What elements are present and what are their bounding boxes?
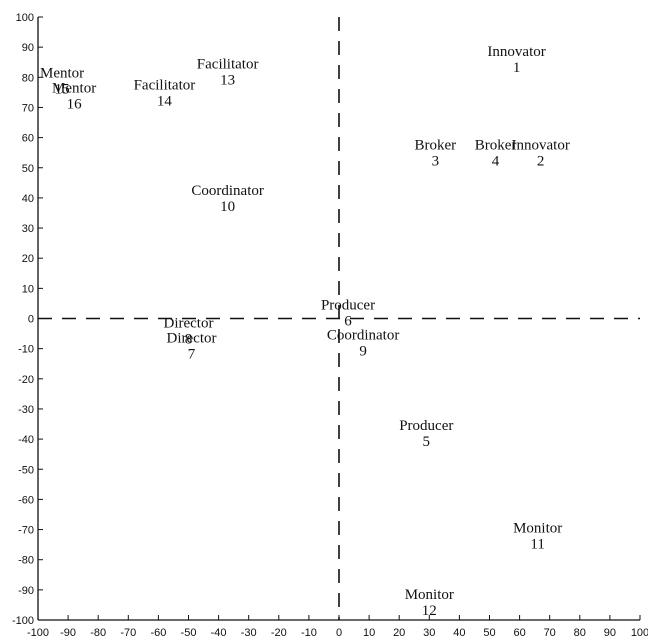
x-tick-label: 60 xyxy=(513,627,525,639)
point-number-label: 7 xyxy=(188,347,196,363)
point-number-label: 10 xyxy=(220,199,235,215)
point-role-label: Director xyxy=(164,316,214,332)
x-tick-label: 100 xyxy=(631,627,648,639)
point-number-label: 12 xyxy=(422,603,437,619)
y-tick-label: 10 xyxy=(22,283,34,295)
point-role-label: Coordinator xyxy=(191,183,264,199)
point-role-label: Innovator xyxy=(487,44,545,60)
x-tick-label: -10 xyxy=(301,627,317,639)
reference-lines xyxy=(38,17,640,620)
y-tick-label: -10 xyxy=(18,344,34,356)
point-role-label: Facilitator xyxy=(197,56,259,72)
y-tick-label: 50 xyxy=(22,163,34,175)
x-tick-label: 90 xyxy=(604,627,616,639)
y-tick-label: 90 xyxy=(22,42,34,54)
point-number-label: 15 xyxy=(55,81,70,97)
point-number-label: 13 xyxy=(220,72,235,88)
x-tick-label: 80 xyxy=(574,627,586,639)
point-role-label: Innovator xyxy=(512,138,570,154)
y-tick-label: 100 xyxy=(16,12,34,24)
axis-ticks: -100 -90 -80 -70 -60 -50 -40 -30 -20 -10 0 10 20 30 40… xyxy=(12,12,648,639)
x-tick-label: 40 xyxy=(453,627,465,639)
x-tick-label: -90 xyxy=(60,627,76,639)
point-role-label: Monitor xyxy=(405,587,454,603)
x-tick-label: -40 xyxy=(211,627,227,639)
y-tick-label: -100 xyxy=(12,615,34,627)
point-number-label: 1 xyxy=(513,60,521,76)
y-tick-label: -70 xyxy=(18,525,34,537)
point-number-label: 2 xyxy=(537,154,545,170)
y-tick-label: 20 xyxy=(22,253,34,265)
point-role-label: Broker xyxy=(414,138,456,154)
x-tick-label: 0 xyxy=(336,627,342,639)
point-role-label: Producer xyxy=(399,418,453,434)
point-role-label: Broker xyxy=(475,138,517,154)
point-number-label: 8 xyxy=(185,332,193,348)
y-tick-label: -50 xyxy=(18,464,34,476)
x-tick-label: 50 xyxy=(483,627,495,639)
point-number-label: 14 xyxy=(157,93,173,109)
y-tick-label: -40 xyxy=(18,434,34,446)
point-number-label: 16 xyxy=(67,96,83,112)
x-tick-label: 70 xyxy=(544,627,556,639)
point-number-label: 11 xyxy=(530,537,544,553)
point-role-label: Mentor xyxy=(52,80,96,96)
point-role-label: Mentor xyxy=(40,65,84,81)
y-tick-label: 30 xyxy=(22,223,34,235)
y-tick-label: -80 xyxy=(18,555,34,567)
data-points: Innovator1Innovator2Broker3Broker4Produc… xyxy=(40,44,570,619)
y-tick-label: 70 xyxy=(22,102,34,114)
y-tick-label: 80 xyxy=(22,72,34,84)
y-tick-label: -90 xyxy=(18,585,34,597)
x-tick-label: -60 xyxy=(150,627,166,639)
point-role-label: Facilitator xyxy=(134,77,196,93)
y-tick-label: -30 xyxy=(18,404,34,416)
point-number-label: 9 xyxy=(359,344,367,360)
y-tick-label: -60 xyxy=(18,494,34,506)
x-tick-label: -80 xyxy=(90,627,106,639)
y-tick-label: 60 xyxy=(22,133,34,145)
point-role-label: Producer xyxy=(321,297,375,313)
x-tick-label: -100 xyxy=(27,627,49,639)
x-tick-label: 20 xyxy=(393,627,405,639)
x-tick-label: 10 xyxy=(363,627,375,639)
point-number-label: 5 xyxy=(423,434,431,450)
y-tick-label: -20 xyxy=(18,374,34,386)
y-tick-label: 40 xyxy=(22,193,34,205)
point-role-label: Coordinator xyxy=(327,328,400,344)
x-tick-label: -70 xyxy=(120,627,136,639)
x-tick-label: -30 xyxy=(241,627,257,639)
x-tick-label: -50 xyxy=(181,627,197,639)
point-number-label: 3 xyxy=(432,154,440,170)
point-number-label: 4 xyxy=(492,154,500,170)
point-number-label: 6 xyxy=(344,313,352,329)
point-role-label: Monitor xyxy=(513,521,562,537)
x-tick-label: -20 xyxy=(271,627,287,639)
y-tick-label: 0 xyxy=(28,314,34,326)
point-role-label: Director xyxy=(167,331,217,347)
x-tick-label: 30 xyxy=(423,627,435,639)
